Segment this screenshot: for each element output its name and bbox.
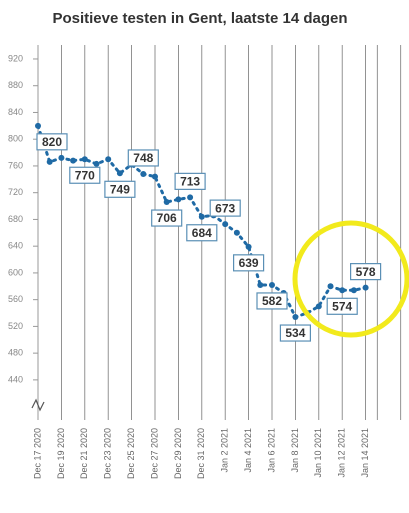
y-tick-label: 640: [8, 241, 23, 251]
value-label: 713: [180, 175, 200, 189]
value-label: 820: [42, 135, 62, 149]
value-label: 706: [157, 211, 177, 225]
x-tick-label: Jan 2 2021: [220, 428, 230, 473]
chart-title: Positieve testen in Gent, laatste 14 dag…: [52, 10, 347, 27]
value-label: 578: [356, 265, 376, 279]
value-label: 748: [133, 151, 153, 165]
point: [222, 221, 229, 228]
value-label-box: [256, 292, 288, 310]
point: [175, 196, 182, 203]
x-tick-label: Dec 21 2020: [79, 428, 89, 479]
x-tick-label: Jan 4 2021: [243, 428, 253, 473]
point: [245, 243, 252, 250]
point: [70, 157, 77, 164]
point: [187, 194, 194, 201]
value-label-box: [151, 209, 183, 227]
value-label-box: [279, 324, 311, 342]
value-label-box: [233, 254, 265, 272]
x-tick-label: Jan 6 2021: [266, 428, 276, 473]
point: [339, 287, 346, 294]
x-tick-label: Dec 17 2020: [32, 428, 42, 479]
y-tick-label: 920: [8, 53, 23, 63]
value-label-box: [186, 224, 218, 242]
point: [233, 229, 240, 236]
value-label-box: [104, 180, 136, 198]
value-label: 574: [332, 299, 352, 313]
y-tick-label: 800: [8, 134, 23, 144]
point: [257, 281, 264, 288]
value-label-box: [209, 199, 241, 217]
x-tick-label: Dec 19 2020: [56, 428, 66, 479]
point: [163, 199, 170, 206]
value-label: 639: [239, 256, 259, 270]
value-label-box: [350, 263, 382, 281]
value-label-box: [127, 149, 159, 167]
highlight-circle: [292, 220, 409, 338]
point: [35, 122, 41, 129]
x-tick-label: Dec 29 2020: [173, 428, 183, 479]
point: [58, 154, 65, 161]
y-tick-label: 880: [8, 80, 23, 90]
x-tick-label: Jan 14 2021: [360, 428, 370, 478]
axis-break: [31, 398, 45, 412]
x-tick-label: Jan 10 2021: [313, 428, 323, 478]
point: [81, 156, 88, 163]
point: [140, 170, 147, 177]
grid: 440 480 520 560 600 640 680 720 760 800 840 880 920 D…: [8, 45, 402, 479]
point: [292, 314, 299, 321]
x-tick-label: Dec 25 2020: [126, 428, 136, 479]
value-label: 749: [110, 182, 130, 196]
y-tick-label: 560: [8, 294, 23, 304]
point: [198, 213, 205, 220]
value-label: 673: [215, 201, 235, 215]
point: [46, 158, 53, 165]
point: [350, 287, 357, 294]
point: [315, 303, 322, 310]
y-tick-label: 600: [8, 267, 23, 277]
point: [116, 170, 123, 177]
point: [105, 156, 112, 163]
value-label: 684: [192, 226, 212, 240]
value-label-box: [326, 297, 358, 315]
point: [93, 160, 100, 167]
point: [269, 281, 275, 288]
point: [362, 284, 369, 291]
value-label-box: [36, 133, 68, 151]
point: [327, 283, 334, 290]
y-tick-label: 680: [8, 214, 23, 224]
value-label: 770: [75, 168, 95, 182]
x-tick-label: Dec 27 2020: [149, 428, 159, 479]
y-tick-label: 520: [8, 321, 23, 331]
point: [152, 173, 158, 180]
value-label-box: [174, 172, 206, 190]
value-label: 582: [262, 294, 282, 308]
x-tick-label: Jan 12 2021: [337, 428, 347, 478]
y-tick-label: 720: [8, 187, 23, 197]
x-tick-label: Dec 23 2020: [103, 428, 113, 479]
x-tick-label: Dec 31 2020: [196, 428, 206, 479]
value-label: 534: [285, 326, 305, 340]
y-tick-label: 480: [8, 348, 23, 358]
y-tick-label: 840: [8, 107, 23, 117]
y-tick-label: 440: [8, 374, 23, 384]
value-label-box: [69, 166, 101, 184]
y-tick-label: 760: [8, 160, 23, 170]
x-tick-label: Jan 8 2021: [290, 428, 300, 473]
